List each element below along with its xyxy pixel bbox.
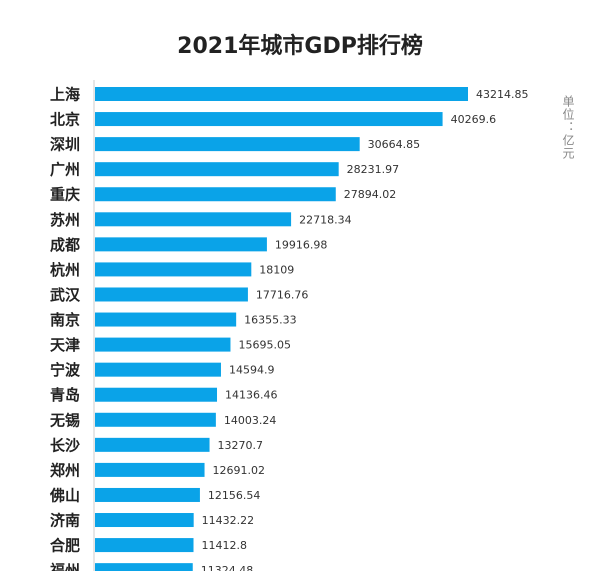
value-label: 28231.97: [347, 163, 400, 176]
category-label: 广州: [50, 161, 80, 179]
bar: [95, 212, 292, 227]
bar: [95, 387, 218, 402]
category-label: 南京: [50, 311, 80, 329]
value-label: 15695.05: [238, 339, 291, 352]
bar: [95, 462, 205, 477]
category-label: 福州: [49, 562, 80, 571]
bar: [95, 538, 194, 553]
bar: [95, 87, 468, 101]
value-label: 14136.46: [225, 389, 278, 402]
bar: [95, 112, 443, 127]
value-label: 13270.7: [218, 439, 263, 452]
category-label: 长沙: [50, 436, 80, 454]
value-label: 12691.02: [213, 464, 266, 477]
category-label: 深圳: [50, 136, 80, 154]
bar: [95, 187, 336, 202]
bar: [95, 412, 216, 427]
value-label: 40269.6: [451, 113, 497, 126]
bar: [95, 137, 360, 152]
value-label: 16355.33: [244, 314, 297, 327]
category-label: 天津: [50, 336, 80, 354]
category-label: 北京: [50, 111, 80, 129]
bar: [95, 312, 237, 327]
value-label: 22718.34: [299, 213, 352, 226]
value-label: 27894.02: [344, 188, 397, 201]
value-label: 17716.76: [256, 288, 308, 301]
bar: [95, 262, 252, 277]
category-label: 济南: [50, 512, 80, 530]
category-label: 郑州: [50, 461, 80, 479]
bar: [95, 287, 248, 302]
category-label: 重庆: [50, 186, 80, 204]
bar: [95, 337, 231, 352]
category-label: 成都: [50, 236, 80, 254]
value-label: 43214.85: [476, 88, 529, 101]
bar: [95, 487, 200, 502]
value-label: 19916.98: [275, 238, 328, 251]
category-label: 青岛: [50, 386, 80, 404]
category-label: 佛山: [49, 486, 80, 504]
value-label: 11412.8: [202, 539, 248, 552]
value-label: 12156.54: [208, 489, 260, 502]
bar: [95, 362, 221, 377]
category-label: 合肥: [49, 537, 80, 555]
bar: [95, 513, 194, 528]
value-label: 14594.9: [229, 364, 274, 377]
category-label: 无锡: [49, 411, 80, 429]
value-label: 11432.22: [202, 514, 255, 527]
category-label: 上海: [50, 86, 80, 104]
bar: [95, 437, 210, 452]
value-label: 18109: [259, 263, 294, 276]
category-label: 宁波: [50, 361, 81, 379]
value-label: 11324.48: [201, 564, 254, 571]
value-label: 30664.85: [368, 138, 421, 151]
bar: [95, 563, 193, 571]
category-label: 武汉: [50, 286, 81, 304]
category-label: 杭州: [50, 261, 80, 279]
category-label: 苏州: [50, 211, 80, 229]
value-label: 14003.24: [224, 414, 277, 427]
bar: [95, 237, 267, 252]
bar: [95, 162, 339, 177]
chart-title: 2021年城市GDP排行榜: [177, 34, 423, 59]
unit-label: 单位：亿元: [561, 95, 575, 160]
